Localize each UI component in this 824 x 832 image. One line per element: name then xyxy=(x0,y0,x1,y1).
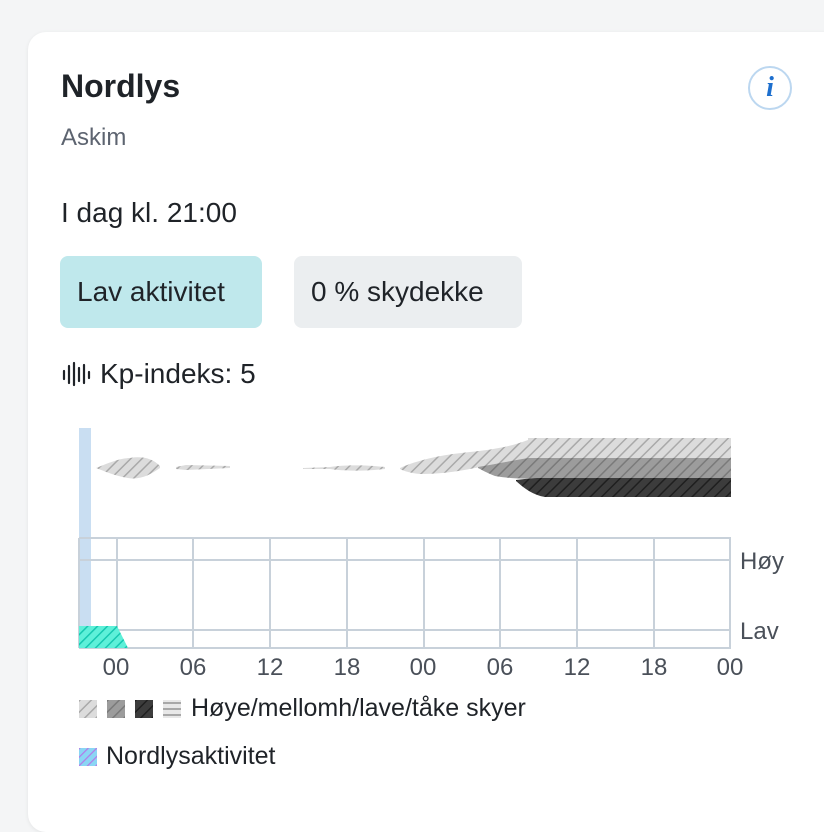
cloud-cover-badge-label: 0 % skydekke xyxy=(311,276,484,307)
x-tick-label: 00 xyxy=(103,654,130,681)
signal-bars-icon xyxy=(62,361,91,387)
legend-aurora-label: Nordlysaktivitet xyxy=(106,742,276,770)
x-tick-label: 12 xyxy=(564,654,591,681)
activity-badge: Lav aktivitet xyxy=(60,256,262,328)
forecast-time: I dag kl. 21:00 xyxy=(61,197,237,228)
x-tick-label: 06 xyxy=(180,654,207,681)
legend-clouds: Høye/mellomh/lave/tåke skyer xyxy=(79,694,526,723)
legend-aurora: Nordlysaktivitet xyxy=(79,742,276,771)
kp-index-label: Kp-indeks: 5 xyxy=(100,358,256,389)
x-tick-label: 00 xyxy=(410,654,437,681)
cloud-layer-mid xyxy=(478,458,731,479)
aurora-activity-area xyxy=(79,626,128,648)
legend-swatch-low-clouds xyxy=(135,699,153,718)
activity-badge-label: Lav aktivitet xyxy=(77,276,225,307)
aurora-card xyxy=(28,32,824,832)
cloud-layer-low xyxy=(516,478,731,497)
x-tick-label: 18 xyxy=(641,654,668,681)
aurora-chart: Høy Lav 00 06 12 18 00 06 12 18 00 xyxy=(78,428,784,681)
level-label-low: Lav xyxy=(740,618,779,645)
x-tick-label: 12 xyxy=(257,654,284,681)
level-label-high: Høy xyxy=(740,548,784,575)
info-icon[interactable]: i xyxy=(748,66,792,110)
location-label: Askim xyxy=(61,124,127,151)
legend-swatch-mid-clouds xyxy=(107,699,125,718)
info-glyph: i xyxy=(766,72,774,103)
cloud-layer-high xyxy=(96,438,731,479)
card-title: Nordlys xyxy=(61,68,181,104)
legend-clouds-label: Høye/mellomh/lave/tåke skyer xyxy=(191,694,526,722)
x-tick-label: 18 xyxy=(334,654,361,681)
legend-swatch-fog xyxy=(163,699,181,718)
legend-swatch-high-clouds xyxy=(79,699,97,718)
x-tick-label: 06 xyxy=(487,654,514,681)
chart-grid xyxy=(78,537,731,649)
x-tick-label: 00 xyxy=(717,654,744,681)
legend-swatch-aurora xyxy=(79,747,97,766)
kp-index: Kp-indeks: 5 xyxy=(61,356,256,392)
cloud-cover-badge: 0 % skydekke xyxy=(294,256,522,328)
